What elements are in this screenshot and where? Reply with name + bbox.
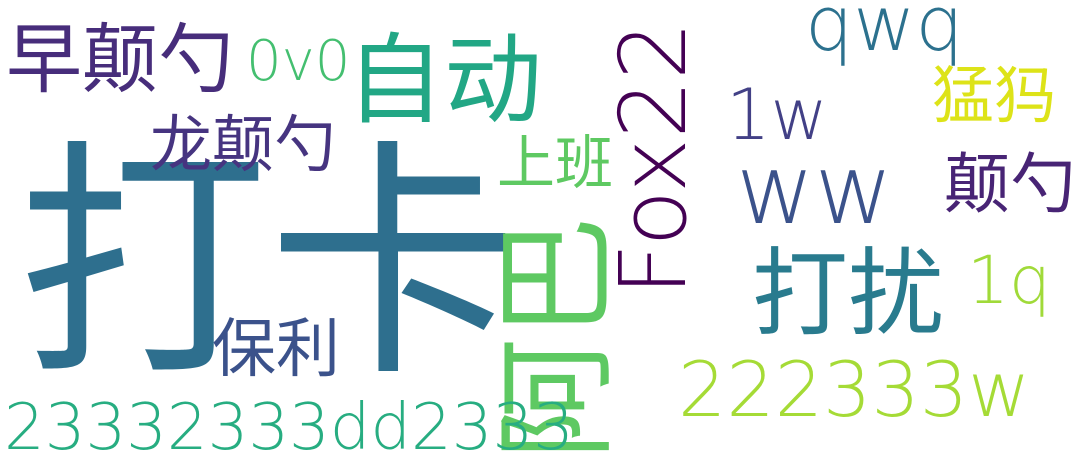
word-darao: 打扰 bbox=[752, 238, 944, 350]
word-ww: ww bbox=[736, 134, 894, 246]
word-23332333dd2333: 23332333dd2333 bbox=[4, 391, 574, 463]
word-222333w: 222333w bbox=[678, 345, 1031, 434]
word-zaodianshao: 早颠勺 bbox=[6, 15, 234, 104]
word-daka: 打卡 bbox=[18, 119, 518, 410]
word-qwq: qwq bbox=[805, 0, 964, 68]
word-longdianshao: 龙颠勺 bbox=[150, 108, 337, 181]
word-baoli: 保利 bbox=[212, 313, 340, 387]
word-one-w: 1w bbox=[726, 74, 828, 156]
word-mengma: 猛犸 bbox=[932, 59, 1057, 132]
word-dianshao: 颠勺 bbox=[944, 146, 1076, 223]
word-zidong: 自动 bbox=[346, 24, 543, 138]
word-ovo: 0v0 bbox=[246, 29, 351, 94]
word-one-q: 1q bbox=[967, 242, 1051, 319]
word-shangban: 上班 bbox=[497, 129, 614, 197]
